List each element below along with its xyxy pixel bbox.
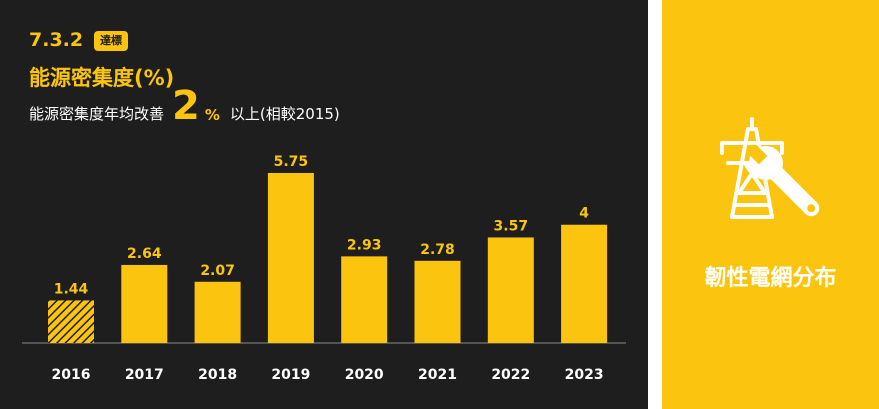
- target-unit: %: [204, 106, 220, 124]
- data-label-2023: 4: [579, 206, 589, 222]
- x-tick-label-2017: 2017: [125, 367, 164, 383]
- bar-2022: [487, 237, 534, 343]
- bar-2017: [121, 264, 168, 343]
- data-label-2022: 3.57: [494, 218, 529, 234]
- x-tick-label-2022: 2022: [491, 367, 530, 383]
- x-tick-label-2021: 2021: [418, 367, 457, 383]
- section-code: 7.3.2: [29, 29, 84, 51]
- x-tick-label-2019: 2019: [271, 367, 310, 383]
- data-label-2020: 2.93: [347, 237, 382, 253]
- data-label-2018: 2.07: [200, 263, 235, 279]
- data-label-2021: 2.78: [420, 242, 455, 258]
- x-tick-label-2018: 2018: [198, 367, 237, 383]
- bar-2018: [194, 281, 241, 343]
- data-label-2019: 5.75: [274, 154, 309, 170]
- panel-divider: [648, 0, 662, 409]
- chart-panel: [0, 0, 648, 409]
- bar-chart: 1.44 2016 2.64 2017 2.07 2018 5.75 2019 2.93 2020…: [22, 154, 626, 383]
- x-tick-label-2016: 2016: [52, 367, 91, 383]
- power-tower-wrench-icon: [718, 115, 838, 239]
- chart-title: 能源密集度(%): [29, 66, 175, 90]
- status-badge: 達標: [94, 31, 128, 51]
- x-tick-label-2020: 2020: [345, 367, 384, 383]
- data-label-2017: 2.64: [127, 246, 162, 262]
- data-label-2016: 1.44: [54, 281, 89, 297]
- side-panel-label: 韌性電網分布: [704, 266, 837, 291]
- target-suffix: 以上(相較2015): [229, 105, 340, 123]
- bar-2023: [561, 224, 608, 343]
- target-statement: 能源密集度年均改善 2 % 以上(相較2015): [29, 86, 340, 126]
- bar-2021: [414, 260, 461, 343]
- target-prefix: 能源密集度年均改善: [29, 105, 165, 123]
- x-tick-label-2023: 2023: [565, 367, 604, 383]
- bar-2016: [48, 300, 94, 343]
- bar-2019: [267, 173, 314, 343]
- bar-2020: [341, 256, 388, 343]
- target-value: 2: [172, 83, 200, 129]
